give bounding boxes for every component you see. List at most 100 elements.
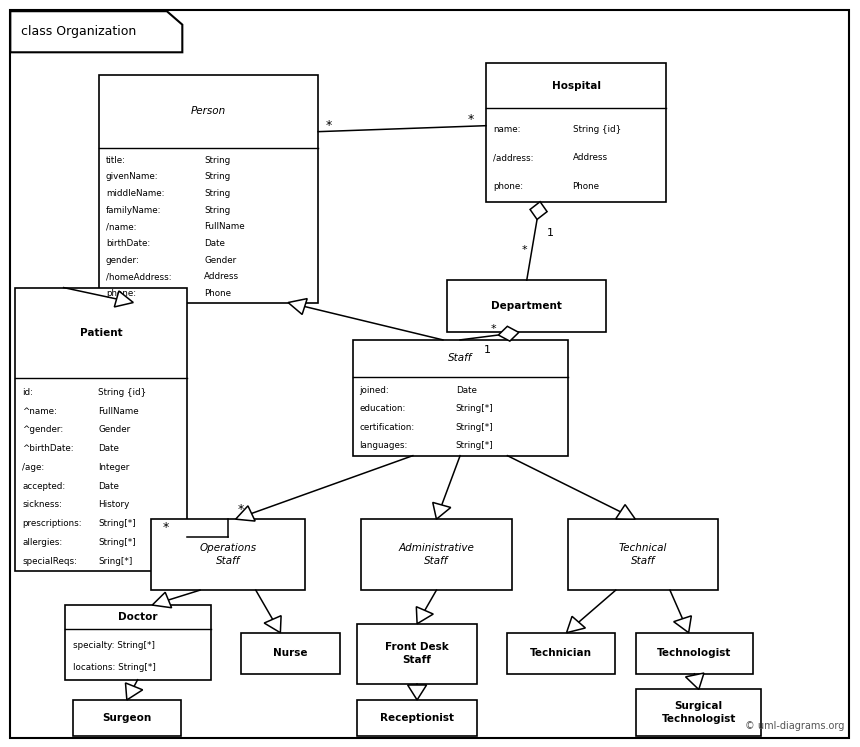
Polygon shape [673,616,691,633]
Text: Staff: Staff [448,353,472,363]
Text: education:: education: [359,404,406,414]
Text: *: * [325,120,332,132]
FancyBboxPatch shape [486,63,666,202]
Text: String: String [204,205,230,214]
FancyBboxPatch shape [73,700,181,736]
Text: Hospital: Hospital [552,81,600,90]
Polygon shape [567,616,586,633]
FancyBboxPatch shape [150,519,305,590]
Text: certification:: certification: [359,423,415,432]
Text: accepted:: accepted: [22,482,65,491]
Text: Integer: Integer [98,463,129,472]
Text: givenName:: givenName: [106,173,158,182]
Text: Phone: Phone [204,289,231,298]
Text: /address:: /address: [493,153,533,162]
Text: FullName: FullName [204,223,245,232]
Text: Operations
Staff: Operations Staff [200,544,256,565]
Text: class Organization: class Organization [21,25,136,38]
Text: Date: Date [98,444,119,453]
FancyBboxPatch shape [636,689,761,736]
Polygon shape [616,505,636,519]
Text: specialReqs:: specialReqs: [22,557,77,565]
Text: Date: Date [456,386,476,395]
Polygon shape [152,592,172,608]
Polygon shape [114,291,133,307]
Text: Nurse: Nurse [273,648,308,658]
Text: Address: Address [573,153,608,162]
Text: phone:: phone: [106,289,136,298]
FancyBboxPatch shape [357,700,477,736]
Polygon shape [416,607,433,624]
Text: Person: Person [191,106,226,116]
Text: name:: name: [493,125,520,134]
Text: allergies:: allergies: [22,538,63,547]
Polygon shape [10,11,182,52]
Polygon shape [288,299,307,314]
FancyBboxPatch shape [507,633,615,674]
Text: 1: 1 [547,229,554,238]
Text: Gender: Gender [98,426,131,435]
Text: locations: String[*]: locations: String[*] [73,663,156,672]
Text: ^name:: ^name: [22,406,58,416]
Text: title:: title: [106,155,126,164]
Text: Technologist: Technologist [657,648,732,658]
Text: String[*]: String[*] [98,519,136,528]
Text: *: * [467,114,474,126]
Text: Sring[*]: Sring[*] [98,557,132,565]
Text: Phone: Phone [573,182,599,190]
Text: *: * [490,324,496,334]
Text: familyName:: familyName: [106,205,162,214]
FancyBboxPatch shape [10,10,849,738]
Text: Administrative
Staff: Administrative Staff [398,544,475,565]
Text: String[*]: String[*] [456,441,494,450]
Text: String: String [204,189,230,198]
Text: String: String [204,155,230,164]
Text: gender:: gender: [106,255,139,264]
Text: String[*]: String[*] [456,404,494,414]
Polygon shape [685,673,704,689]
Text: /age:: /age: [22,463,45,472]
Text: joined:: joined: [359,386,390,395]
Text: ^gender:: ^gender: [22,426,64,435]
Text: Front Desk
Staff: Front Desk Staff [385,642,449,665]
Text: History: History [98,500,129,509]
FancyBboxPatch shape [241,633,340,674]
Text: *: * [237,503,244,516]
Text: Receptionist: Receptionist [380,713,454,723]
Polygon shape [264,616,281,633]
Text: String[*]: String[*] [98,538,136,547]
Text: sickness:: sickness: [22,500,63,509]
Text: 1: 1 [483,345,490,355]
Polygon shape [433,503,451,519]
Text: middleName:: middleName: [106,189,164,198]
Text: FullName: FullName [98,406,138,416]
FancyBboxPatch shape [353,340,568,456]
FancyBboxPatch shape [15,288,187,571]
Polygon shape [408,685,427,700]
Text: String[*]: String[*] [456,423,494,432]
Text: Date: Date [98,482,119,491]
Text: id:: id: [22,388,34,397]
Polygon shape [126,683,143,700]
Text: Technical
Staff: Technical Staff [618,544,667,565]
Polygon shape [530,202,547,220]
Text: languages:: languages: [359,441,408,450]
Polygon shape [499,326,519,341]
Polygon shape [236,506,255,521]
FancyBboxPatch shape [99,75,318,303]
FancyBboxPatch shape [447,280,606,332]
Text: String {id}: String {id} [573,125,621,134]
Text: String {id}: String {id} [98,388,146,397]
FancyBboxPatch shape [361,519,512,590]
Text: Department: Department [491,301,562,311]
Text: birthDate:: birthDate: [106,239,150,248]
FancyBboxPatch shape [568,519,718,590]
Text: ^birthDate:: ^birthDate: [22,444,74,453]
Text: Surgeon: Surgeon [102,713,151,723]
Text: *: * [521,244,527,255]
Text: phone:: phone: [493,182,523,190]
Text: Patient: Patient [80,328,123,338]
Text: Surgical
Technologist: Surgical Technologist [661,701,736,724]
Text: /homeAddress:: /homeAddress: [106,272,171,281]
FancyBboxPatch shape [64,605,211,680]
